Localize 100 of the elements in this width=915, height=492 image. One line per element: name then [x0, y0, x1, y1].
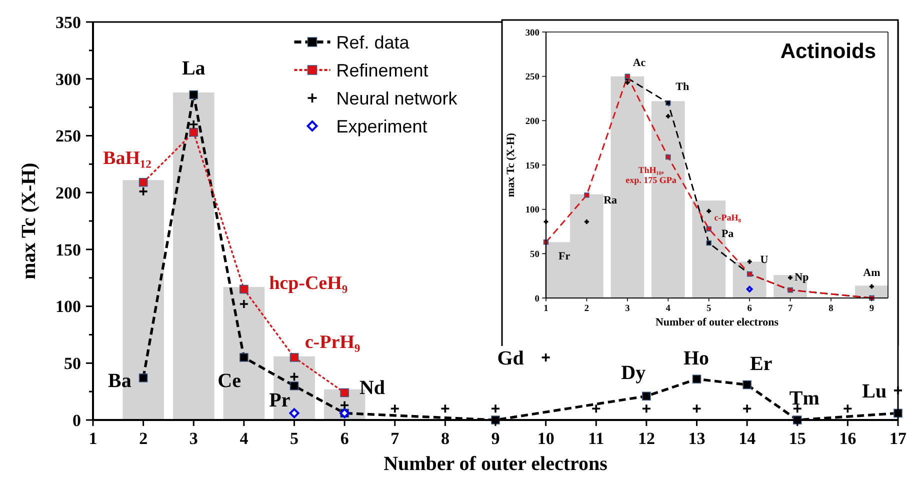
annotation: Er: [750, 353, 772, 376]
x-axis-title: Number of outer electrons: [384, 453, 608, 475]
annotation: Ra: [604, 194, 618, 206]
point: [706, 226, 712, 232]
point: [138, 374, 148, 382]
x-tick-label: 6: [340, 429, 349, 448]
x-tick-label: 1: [88, 429, 98, 448]
point: [290, 353, 299, 362]
y-tick-label: 350: [56, 12, 81, 32]
x-tick-label: 11: [588, 429, 604, 448]
annotation: ThH₁₀, exp. 175 GPa: [626, 164, 677, 185]
x-tick-label: 1: [544, 304, 549, 314]
x-tick-label: 3: [625, 304, 630, 314]
y-tick-label: 200: [525, 116, 540, 127]
annotation: Pr: [269, 390, 290, 412]
y-tick-label: 200: [56, 184, 81, 203]
y-tick-label: 150: [56, 240, 81, 260]
point: [584, 192, 590, 198]
point: [289, 408, 300, 418]
annotation: hcp-CeH₉: [269, 273, 348, 294]
point: [692, 404, 702, 414]
legend-label: Experiment: [336, 116, 428, 136]
legend-label: Refinement: [336, 60, 428, 80]
point: [240, 284, 248, 294]
x-tick-label: 7: [788, 304, 793, 314]
point: [666, 154, 671, 160]
x-axis-title: Number of outer electrons: [655, 316, 780, 328]
point: [289, 372, 300, 382]
x-tick-label: 5: [290, 429, 298, 448]
annotation: U: [760, 254, 768, 266]
x-tick-label: 3: [189, 429, 198, 448]
x-tick-label: 10: [537, 429, 554, 448]
y-tick-label: 50: [530, 250, 540, 260]
point: [591, 404, 602, 414]
annotation: BaH₁₂: [103, 148, 152, 169]
annotation: Ac: [632, 56, 646, 69]
annotation: Tm: [789, 387, 820, 410]
point: [189, 90, 198, 100]
y-tick-label: 250: [56, 126, 81, 146]
point: [893, 386, 903, 396]
point: [742, 380, 752, 390]
annotation: Gd: [497, 347, 524, 370]
point: [792, 404, 802, 414]
point: [692, 374, 702, 384]
x-tick-label: 9: [869, 304, 874, 314]
y-tick-label: 100: [56, 297, 81, 316]
y-tick-label: 50: [64, 354, 81, 374]
x-tick-label: 15: [788, 429, 806, 448]
point: [340, 388, 349, 398]
annotation: Pa: [721, 228, 734, 240]
point: [746, 286, 753, 292]
point: [239, 299, 249, 309]
y-tick-label: 150: [525, 161, 540, 172]
y-tick-label: 0: [534, 294, 540, 304]
y-tick-label: 0: [72, 410, 81, 430]
bar: [732, 262, 766, 298]
x-tick-label: 16: [839, 429, 856, 448]
x-tick-label: 2: [584, 304, 590, 314]
point: [642, 392, 651, 401]
x-tick-label: 12: [638, 429, 655, 448]
annotation: La: [182, 57, 206, 80]
point: [706, 240, 712, 246]
y-tick-label: 100: [525, 206, 540, 216]
point: [666, 100, 671, 106]
point: [490, 404, 500, 414]
point: [642, 404, 652, 414]
point: [540, 352, 551, 362]
chart-title: Actinoids: [780, 40, 876, 63]
annotation: Lu: [862, 380, 887, 402]
point: [842, 404, 853, 414]
point: [189, 128, 198, 137]
y-tick-label: 250: [525, 72, 540, 83]
annotation: Fr: [558, 250, 570, 262]
x-tick-label: 5: [706, 304, 712, 314]
y-axis-title: max Tc (X-H): [505, 132, 518, 198]
point: [188, 119, 199, 130]
point: [390, 404, 400, 414]
annotation: Dy: [621, 362, 646, 384]
x-tick-label: 13: [688, 429, 706, 448]
x-tick-label: 2: [139, 429, 148, 448]
x-tick-label: 7: [390, 429, 400, 448]
legend-label: Ref. data: [336, 32, 410, 52]
annotation: Ho: [683, 347, 710, 370]
point: [440, 404, 450, 414]
point: [138, 178, 148, 187]
y-axis-title: max Tc (X-H): [18, 162, 40, 280]
annotation: Np: [794, 272, 809, 284]
point: [290, 381, 299, 390]
point: [240, 353, 248, 362]
x-tick-label: 8: [440, 429, 450, 448]
y-tick-label: 300: [525, 28, 540, 38]
annotation: c-PaH₈: [714, 212, 742, 222]
x-tick-label: 8: [828, 304, 834, 314]
legend-label: Neural network: [336, 88, 458, 108]
x-tick-label: 4: [666, 304, 671, 314]
x-tick-label: 14: [738, 429, 756, 448]
x-tick-label: 17: [890, 429, 907, 448]
point: [742, 404, 752, 414]
annotation: Ba: [108, 370, 132, 392]
bar: [172, 92, 214, 420]
